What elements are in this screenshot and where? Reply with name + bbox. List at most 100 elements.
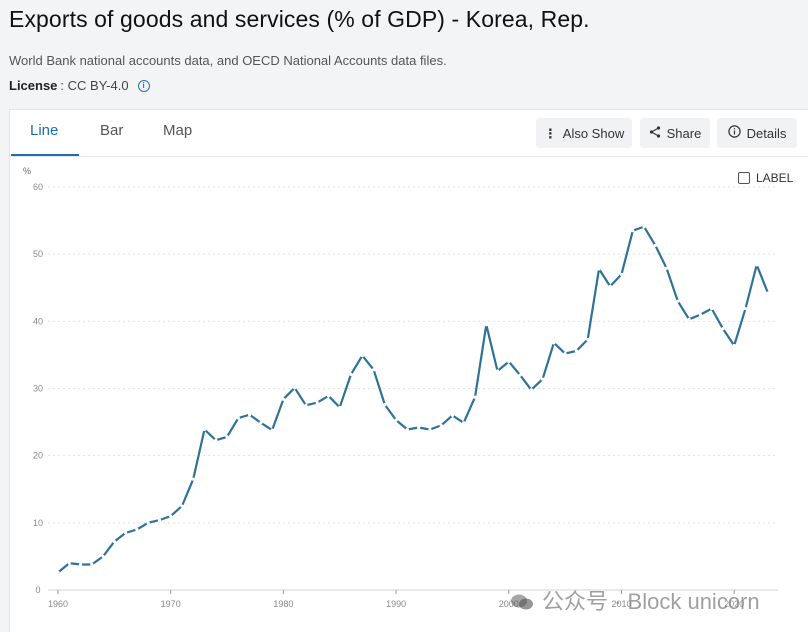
y-tick-label: 40: [33, 316, 43, 326]
y-axis-label: %: [23, 166, 31, 176]
data-point: [236, 416, 240, 420]
x-tick-label: 1960: [48, 599, 68, 609]
data-point: [315, 401, 319, 405]
data-point: [394, 418, 398, 422]
data-point: [202, 427, 207, 432]
x-tick-label: 2000: [499, 599, 519, 609]
y-tick-label: 10: [33, 518, 43, 528]
tab-bar[interactable]: Bar: [100, 122, 124, 139]
data-point: [507, 360, 511, 364]
data-point: [563, 351, 567, 356]
share-button[interactable]: Share: [640, 118, 710, 148]
data-point: [101, 554, 105, 559]
more-vertical-icon: ⋮: [543, 125, 557, 141]
data-point: [281, 397, 285, 401]
data-point: [428, 427, 432, 432]
details-button[interactable]: Details: [717, 118, 797, 148]
tab-line[interactable]: Line: [30, 122, 59, 139]
x-tick-label: 1970: [161, 599, 181, 609]
license-label: License: [9, 78, 58, 93]
license-row: License : CC BY-4.0 i: [9, 78, 150, 93]
data-point: [541, 377, 545, 381]
info-icon[interactable]: i: [137, 79, 150, 92]
y-tick-label: 20: [33, 451, 43, 461]
data-point: [439, 423, 443, 428]
x-tick-label: 1980: [273, 599, 293, 609]
info-circle-icon: [727, 125, 741, 141]
data-point: [608, 284, 612, 289]
data-point: [259, 421, 263, 425]
data-point: [405, 427, 409, 432]
data-point: [473, 395, 477, 399]
data-point: [721, 327, 725, 331]
also-show-label: Also Show: [562, 125, 625, 141]
y-tick-label: 0: [35, 585, 40, 595]
data-point: [529, 388, 533, 392]
data-point: [191, 477, 195, 481]
view-tabs: Line Bar Map ⋮ Also Show Share Details: [10, 110, 808, 157]
data-point: [574, 349, 579, 353]
data-point: [462, 421, 466, 425]
x-tick-label: 1990: [386, 599, 406, 609]
data-point: [495, 369, 500, 373]
data-point: [247, 413, 252, 417]
data-point: [383, 403, 387, 407]
data-point: [743, 306, 748, 311]
data-point: [371, 368, 376, 372]
data-point: [124, 531, 128, 535]
data-point: [766, 291, 770, 295]
data-point: [338, 405, 342, 409]
data-point: [67, 561, 71, 565]
data-point: [270, 428, 274, 432]
label-checkbox[interactable]: [738, 172, 750, 184]
source-note: World Bank national accounts data, and O…: [9, 53, 447, 68]
wechat-logo-icon: [510, 591, 534, 610]
watermark-text: 公众号 · Block unicorn: [542, 589, 760, 614]
series-line: [57, 225, 770, 574]
license-value: : CC BY-4.0: [60, 78, 129, 93]
data-point: [90, 562, 94, 567]
also-show-button[interactable]: ⋮ Also Show: [536, 118, 632, 148]
active-tab-indicator: [11, 154, 79, 156]
data-point: [360, 353, 364, 358]
data-point: [698, 313, 702, 317]
y-tick-label: 50: [33, 249, 43, 259]
data-point: [653, 243, 657, 248]
label-toggle[interactable]: LABEL: [738, 171, 793, 185]
data-point: [293, 386, 297, 390]
y-tick-label: 30: [33, 384, 43, 394]
data-point: [112, 540, 116, 544]
data-point: [710, 306, 714, 311]
data-point: [214, 438, 218, 442]
data-point: [225, 435, 229, 439]
data-point: [56, 570, 60, 575]
tab-map[interactable]: Map: [163, 122, 193, 139]
data-point: [78, 562, 83, 567]
details-label: Details: [746, 125, 787, 141]
data-point: [755, 263, 759, 267]
data-point: [732, 343, 736, 348]
data-point: [180, 504, 184, 508]
data-point: [552, 341, 556, 345]
data-point: [169, 514, 173, 518]
share-icon: [649, 125, 661, 141]
data-point: [676, 299, 680, 303]
data-point: [157, 518, 162, 522]
share-label: Share: [666, 125, 702, 141]
data-point: [597, 267, 601, 271]
data-point: [326, 394, 331, 398]
data-point: [349, 372, 353, 376]
label-toggle-text: LABEL: [756, 171, 794, 185]
x-tick-label: 2010: [611, 599, 631, 609]
data-point: [619, 272, 624, 276]
data-point: [642, 225, 646, 229]
x-tick-label: 2020: [724, 599, 744, 609]
data-point: [135, 527, 139, 532]
page-title: Exports of goods and services (% of GDP)…: [9, 6, 590, 32]
data-point: [304, 403, 308, 407]
chart-panel: Line Bar Map ⋮ Also Show Share Details L…: [9, 109, 808, 632]
data-point: [518, 373, 522, 377]
watermark: 公众号 · Block unicorn: [510, 584, 760, 616]
data-point: [631, 229, 635, 233]
